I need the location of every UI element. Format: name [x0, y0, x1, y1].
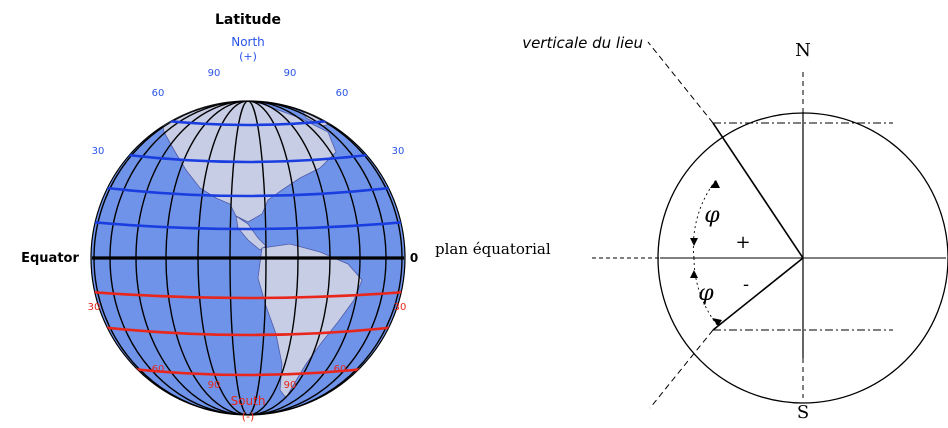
south-america-landmass	[257, 243, 363, 399]
south-arc-arrowhead-upper	[690, 270, 698, 278]
lat-30-south-left: 30	[88, 302, 101, 313]
lat-90-south-right: 90	[284, 380, 297, 391]
lat-30-north-right: 30	[392, 146, 405, 157]
north-angle-arc	[692, 179, 717, 259]
lat-60-south-left: 60	[152, 364, 165, 375]
lat-60-north-left: 60	[152, 88, 165, 99]
south-sign: (-)	[242, 410, 255, 423]
latitude-section-figure: φ φ + - N S verticale du lieu plan équat…	[435, 34, 948, 423]
south-radius	[712, 257, 804, 331]
vertical-label: verticale du lieu	[522, 34, 643, 52]
lat-60-south-right: 60	[334, 364, 347, 375]
vertical-extension-south	[649, 329, 714, 409]
plus-sign: +	[735, 232, 750, 253]
lat-90-south-left: 90	[208, 380, 221, 391]
south-arc-arrowhead	[712, 318, 722, 326]
equatorial-plane-label: plan équatorial	[435, 240, 551, 258]
north-america-landmass	[159, 101, 337, 223]
globe-figure: Latitude North (+)	[21, 12, 418, 423]
north-radius	[712, 122, 804, 259]
north-label: North	[231, 35, 265, 49]
north-arc-arrowhead	[710, 180, 720, 188]
lat-60-north-right: 60	[336, 88, 349, 99]
lat-30-south-right: 30	[394, 302, 407, 313]
minus-sign: -	[743, 274, 749, 295]
lat-30-north-left: 30	[92, 146, 105, 157]
phi-north: φ	[704, 203, 720, 228]
south-label: South	[231, 394, 266, 408]
globe-land	[159, 101, 363, 399]
phi-south: φ	[698, 281, 714, 306]
lat-90-north-left: 90	[208, 68, 221, 79]
vertical-extension-north	[647, 41, 714, 124]
equator-value: 0	[410, 251, 418, 265]
north-arc-arrowhead-lower	[690, 238, 698, 246]
north-sign: (+)	[239, 50, 257, 63]
north-pole-label: N	[795, 40, 811, 61]
lat-90-north-right: 90	[284, 68, 297, 79]
south-pole-label: S	[797, 402, 809, 423]
equator-label: Equator	[21, 251, 79, 266]
globe-title: Latitude	[215, 12, 281, 28]
